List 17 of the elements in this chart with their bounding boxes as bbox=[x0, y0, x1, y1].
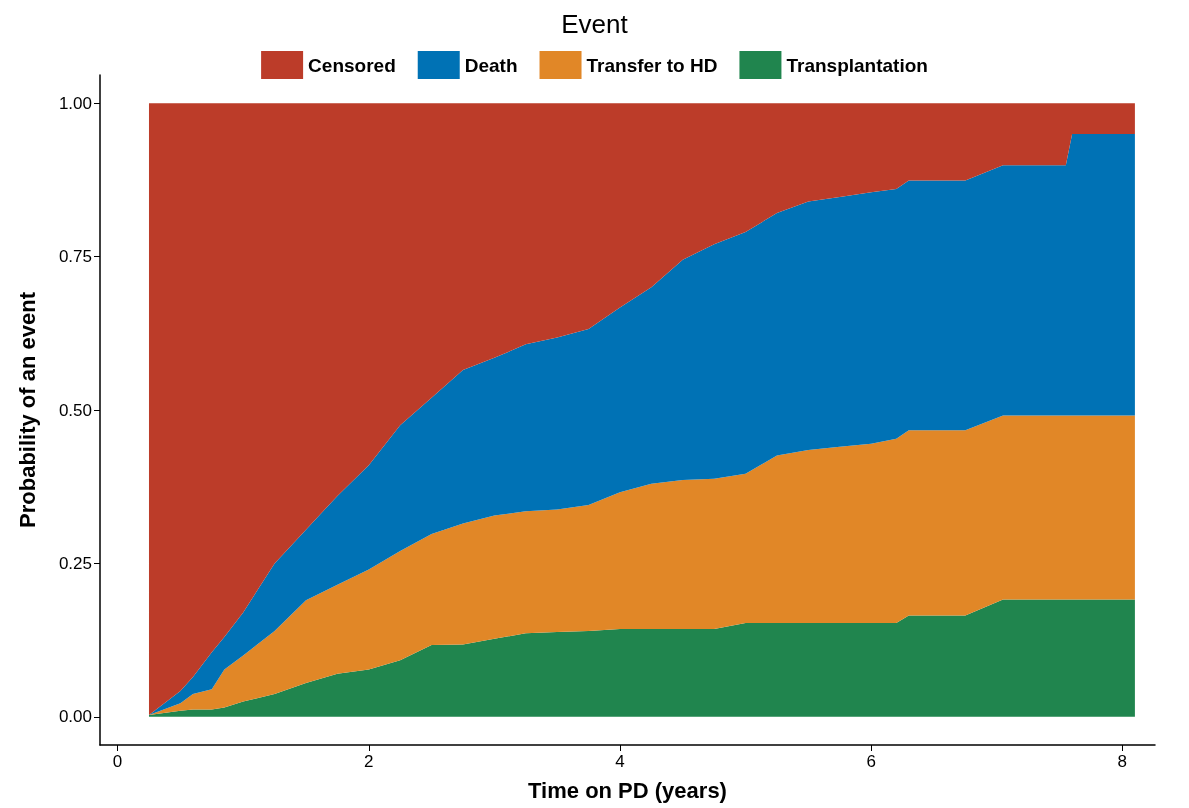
x-axis-title: Time on PD (years) bbox=[528, 777, 727, 803]
legend-title: Event bbox=[561, 9, 629, 39]
legend-label: Death bbox=[464, 54, 518, 76]
y-axis-title: Probability of an event bbox=[14, 291, 40, 528]
x-tick-label: 0 bbox=[112, 752, 123, 771]
y-tick-label: 0.00 bbox=[58, 707, 92, 727]
y-tick-label: 0.50 bbox=[58, 400, 92, 420]
legend-label: Transfer to HD bbox=[586, 54, 718, 76]
y-tick-label: 0.75 bbox=[58, 247, 92, 267]
x-tick-label: 4 bbox=[615, 752, 625, 771]
legend-label: Transplantation bbox=[786, 54, 928, 76]
y-tick-label: 1.00 bbox=[58, 93, 92, 113]
legend-label: Censored bbox=[308, 54, 396, 76]
x-tick-label: 2 bbox=[364, 752, 374, 771]
y-tick-label: 0.25 bbox=[58, 553, 92, 573]
x-tick-label: 8 bbox=[1117, 752, 1128, 771]
x-tick-label: 6 bbox=[866, 752, 876, 771]
